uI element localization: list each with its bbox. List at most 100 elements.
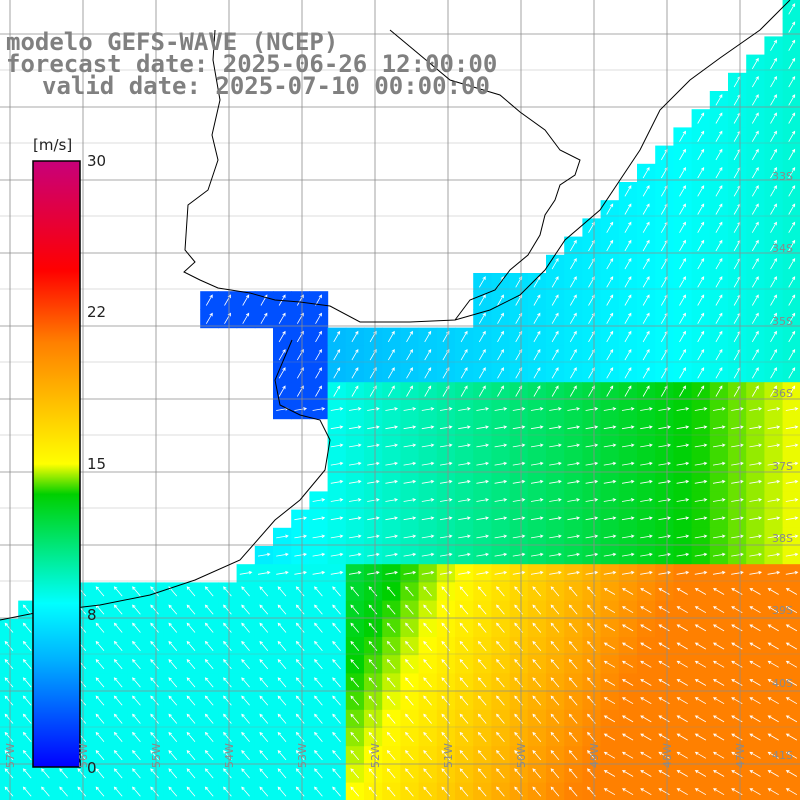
wind-vector (204, 659, 214, 670)
wind-vector (496, 750, 505, 761)
wind-vector (788, 21, 796, 33)
wind-vector (403, 443, 417, 448)
wind-vector (403, 407, 417, 411)
wind-vector (332, 586, 341, 597)
wind-cell (564, 291, 583, 310)
latitude-label: 41S (772, 749, 793, 762)
wind-cell (491, 382, 511, 401)
wind-cell (546, 345, 565, 365)
wind-cell (291, 382, 310, 401)
wind-vector (588, 312, 595, 324)
wind-cell (600, 273, 620, 292)
wind-vector (712, 570, 726, 575)
wind-vector (367, 425, 380, 430)
wind-vector (788, 312, 796, 324)
wind-vector (788, 239, 796, 252)
wind-vector (588, 330, 595, 343)
wind-vector (277, 659, 287, 670)
wind-vector (387, 385, 395, 397)
wind-cell (709, 254, 729, 274)
wind-vector (679, 239, 686, 252)
wind-cell (764, 127, 784, 147)
wind-vector (749, 660, 761, 668)
wind-vector (767, 516, 781, 521)
wind-vector (421, 570, 435, 575)
wind-vector (770, 185, 777, 197)
wind-vector (767, 697, 779, 705)
wind-vector (458, 479, 471, 484)
latitude-label: 37S (772, 460, 793, 473)
wind-cell (728, 91, 747, 110)
wind-cell (582, 782, 602, 800)
wind-cell (709, 163, 729, 183)
wind-vector (367, 534, 380, 539)
wind-vector (749, 534, 763, 539)
wind-vector (441, 622, 451, 633)
wind-cell (546, 254, 565, 274)
wind-cell (527, 364, 547, 383)
wind-vector (441, 586, 451, 597)
wind-vector (441, 786, 451, 797)
wind-vector (679, 148, 686, 161)
wind-cell (782, 764, 800, 784)
wind-vector (715, 112, 723, 124)
wind-vector (712, 552, 726, 557)
wind-vector (770, 294, 777, 306)
wind-cell (200, 782, 219, 800)
wind-cell (546, 382, 565, 401)
wind-vector (676, 461, 690, 466)
wind-vector (367, 479, 380, 484)
wind-vector (421, 479, 435, 484)
wind-vector (315, 330, 322, 343)
wind-vector (77, 768, 87, 779)
wind-vector (676, 425, 690, 430)
wind-vector (277, 768, 287, 779)
wind-vector (294, 552, 308, 557)
forecast-date: forecast date: 2025-06-26 12:00:00 (6, 50, 498, 78)
wind-vector (767, 642, 779, 650)
wind-vector (314, 713, 323, 724)
wind-vector (715, 257, 723, 270)
wind-vector (441, 768, 451, 779)
wind-vector (530, 443, 544, 448)
wind-vector (477, 586, 487, 597)
wind-vector (640, 679, 652, 686)
wind-cell (509, 782, 529, 800)
wind-vector (658, 697, 670, 705)
wind-vector (642, 239, 650, 252)
latitude-label: 34S (772, 242, 793, 255)
wind-vector (204, 768, 214, 779)
wind-cell (764, 782, 784, 800)
wind-vector (494, 425, 508, 430)
wind-vector (150, 750, 159, 761)
wind-cell (764, 163, 784, 183)
wind-vector (458, 498, 471, 502)
wind-vector (676, 715, 688, 723)
wind-vector (751, 276, 759, 288)
wind-cell (746, 364, 765, 383)
wind-cell (655, 236, 674, 256)
wind-cell (509, 364, 529, 383)
wind-cell (400, 327, 420, 347)
wind-vector (749, 642, 761, 650)
wind-vector (640, 407, 653, 411)
wind-vector (533, 312, 541, 324)
wind-vector (550, 677, 560, 688)
wind-vector (259, 768, 269, 779)
wind-vector (770, 348, 777, 361)
wind-cell (782, 709, 800, 729)
wind-cell (709, 309, 729, 329)
wind-vector (550, 586, 560, 597)
wind-vector (676, 552, 690, 557)
wind-vector (712, 443, 726, 448)
wind-vector (477, 750, 487, 761)
wind-vector (241, 586, 250, 597)
wind-cell (600, 218, 620, 238)
wind-vector (330, 407, 344, 411)
wind-vector (530, 479, 544, 484)
wind-vector (551, 294, 559, 306)
wind-vector (770, 367, 777, 379)
wind-vector (186, 604, 196, 615)
wind-cell (345, 382, 365, 401)
wind-vector (785, 425, 799, 430)
